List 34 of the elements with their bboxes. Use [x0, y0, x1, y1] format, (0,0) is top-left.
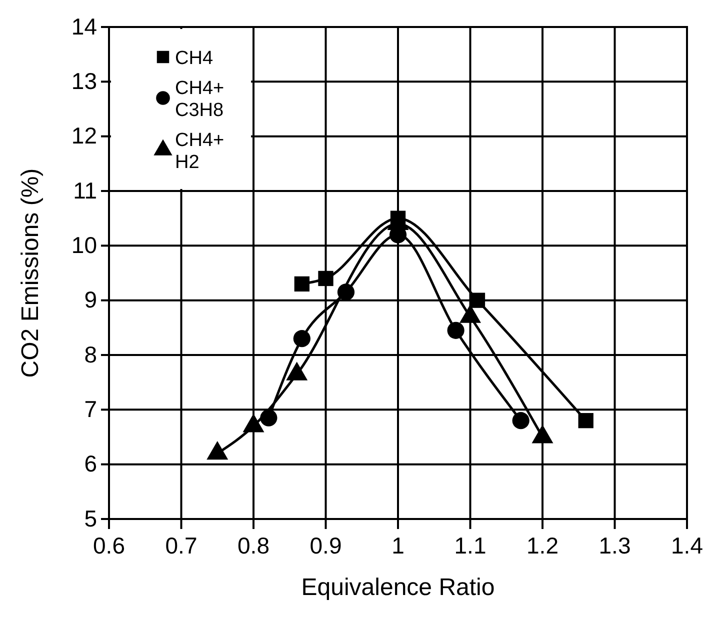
point: [318, 270, 334, 286]
y-tick-label: 7: [84, 396, 97, 422]
x-tick-label: 0.9: [310, 532, 342, 558]
y-tick-label: 6: [84, 450, 97, 477]
point: [337, 284, 355, 301]
x-tick-label: 1.4: [671, 532, 704, 558]
point: [293, 330, 310, 348]
x-tick-label: 0.7: [165, 532, 198, 558]
y-tick-label: 10: [71, 232, 97, 258]
x-tick-label: 0.8: [238, 532, 270, 558]
y-axis-title: CO2 Emissions (%): [17, 168, 44, 378]
x-tick-label: 1.3: [598, 532, 631, 558]
y-tick-label: 14: [71, 13, 98, 40]
y-tick-label: 8: [84, 341, 97, 368]
x-tick-label: 1: [392, 532, 404, 558]
y-tick-label: 9: [84, 286, 97, 313]
x-tick-label: 1.2: [526, 532, 558, 558]
point: [578, 413, 594, 428]
point: [512, 412, 530, 430]
y-tick-label: 13: [71, 68, 97, 94]
point: [470, 292, 486, 308]
point: [447, 322, 464, 339]
legend-label: CH4+ H2: [175, 130, 224, 173]
point: [294, 276, 310, 292]
y-tick-label: 12: [71, 122, 97, 149]
point: [390, 210, 406, 226]
legend-label: CH4: [175, 48, 214, 69]
x-tick-label: 0.6: [93, 532, 125, 558]
y-tick-label: 5: [84, 505, 97, 532]
y-tick-label: 11: [73, 177, 97, 204]
point: [260, 409, 278, 426]
x-tick-label: 1.1: [454, 532, 486, 558]
x-axis-title: Equivalence Ratio: [301, 574, 495, 601]
legend-label: CH4+ C3H8: [175, 78, 224, 121]
